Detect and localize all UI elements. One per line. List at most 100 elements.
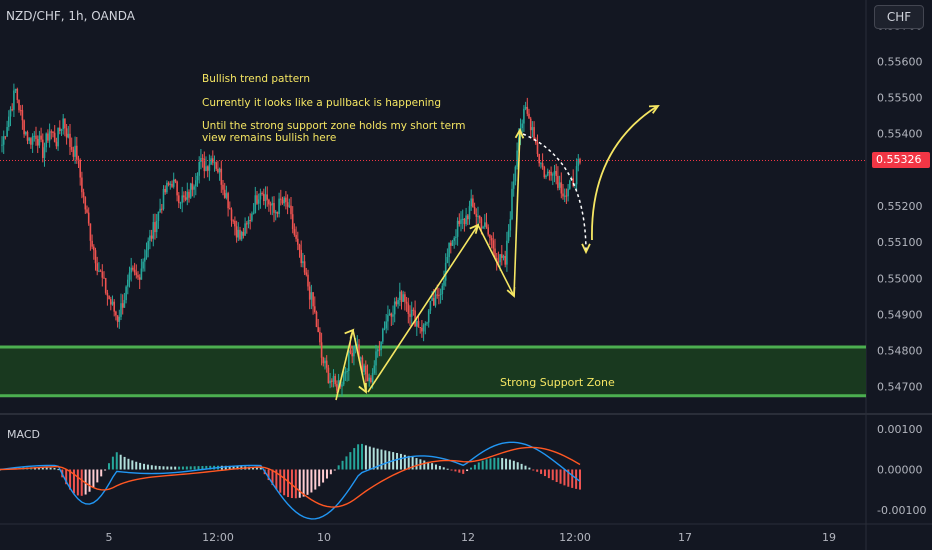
candle-body (334, 376, 336, 385)
candle-body (186, 191, 189, 200)
candle-body (225, 193, 228, 198)
candle-body (116, 315, 119, 322)
macd-histogram-bar (466, 469, 469, 472)
macd-histogram-bar (485, 459, 488, 470)
candle-body (322, 357, 325, 364)
candle-body (195, 180, 197, 187)
macd-histogram-bar (384, 450, 387, 470)
macd-histogram-bar (427, 461, 430, 470)
macd-histogram-bar (431, 463, 434, 470)
candle-body (331, 380, 333, 382)
candle-body (358, 344, 360, 359)
time-axis: 5 12:00 10 12 12:00 17 19 (106, 531, 837, 544)
candle-body (174, 179, 177, 182)
candle-body (154, 222, 156, 233)
macd-histogram-bar (205, 465, 208, 470)
candle-body (409, 313, 411, 317)
macd-histogram-bar (337, 465, 340, 470)
candle-body (33, 135, 36, 137)
arrowhead-small-up (344, 328, 355, 339)
macd-histogram-bar (434, 464, 437, 470)
price-tick-label: 0.55400 (877, 128, 923, 141)
macd-histogram-bar (275, 469, 278, 490)
macd-histogram-bar (57, 469, 60, 471)
macd-histogram-bar (536, 469, 539, 472)
macd-histogram-bar (174, 466, 177, 470)
macd-histogram-bar (361, 443, 364, 470)
macd-histogram-bar (357, 444, 360, 470)
macd-histogram-bar (481, 460, 484, 470)
candle-body (399, 291, 401, 301)
candle-body (137, 275, 139, 278)
candle-body (155, 220, 158, 233)
candle-body (405, 301, 408, 304)
macd-histogram-bar (166, 466, 169, 470)
candle-body (327, 367, 330, 384)
macd-histogram-bar (555, 469, 558, 483)
candle-body (200, 158, 202, 163)
time-tick-label: 17 (678, 531, 692, 544)
candle-body (256, 195, 258, 204)
time-tick-label: 12 (461, 531, 475, 544)
candle-body (266, 194, 268, 200)
price-tick-label: 0.54900 (877, 308, 923, 321)
macd-histogram-bar (329, 469, 332, 475)
candle-body (96, 263, 98, 272)
candle-body (475, 214, 478, 217)
macd-histogram-bar (508, 459, 511, 470)
candle-body (218, 168, 221, 173)
macd-histogram-bar (252, 467, 255, 470)
macd-histogram-bar (88, 469, 91, 492)
candle-body (247, 219, 250, 225)
macd-histogram-bar (236, 466, 239, 470)
macd-histogram-bar (76, 469, 79, 496)
candle-body (337, 380, 340, 391)
candle-body (106, 292, 109, 296)
candle-body (392, 314, 394, 317)
candle-body (550, 171, 552, 176)
candle-body (552, 174, 554, 176)
candle-body (125, 286, 127, 301)
macd-histogram-bar (411, 456, 414, 470)
macd-histogram-bar (178, 466, 181, 470)
candle-body (485, 222, 488, 228)
candle-body (393, 301, 396, 315)
candle-body (410, 309, 413, 317)
candle-body (31, 136, 34, 145)
candle-body (558, 182, 561, 188)
macd-histogram-bar (532, 469, 535, 471)
candle-body (93, 246, 95, 251)
macd-histogram-bar (446, 468, 449, 470)
candle-body (108, 295, 110, 300)
macd-histogram-bar (100, 469, 103, 477)
currency-button[interactable]: CHF (874, 5, 924, 29)
candle-body (383, 328, 386, 330)
candle-body (11, 109, 13, 111)
macd-histogram-bar (45, 467, 48, 470)
candle-body (489, 234, 491, 239)
candle-body (317, 327, 319, 333)
candle-body (278, 198, 280, 214)
candle-body (264, 194, 267, 202)
macd-histogram-bar (111, 456, 114, 470)
candle-body (188, 191, 190, 198)
candle-body (222, 184, 224, 190)
candle-body (19, 110, 22, 112)
candle-body (183, 195, 185, 198)
macd-histogram-bar (540, 469, 543, 474)
candle-body (91, 240, 93, 247)
candle-body (149, 235, 151, 241)
candle-body (467, 215, 469, 220)
candle-body (181, 195, 183, 203)
candle-body (480, 218, 483, 229)
candle-body (133, 269, 136, 273)
candle-body (368, 377, 370, 382)
candle-body (553, 170, 556, 175)
candle-body (293, 229, 296, 235)
candle-body (507, 230, 510, 241)
macd-histogram-bar (162, 466, 165, 470)
macd-histogram-bar (72, 469, 75, 494)
candle-body (541, 163, 544, 167)
candle-body (103, 277, 105, 279)
